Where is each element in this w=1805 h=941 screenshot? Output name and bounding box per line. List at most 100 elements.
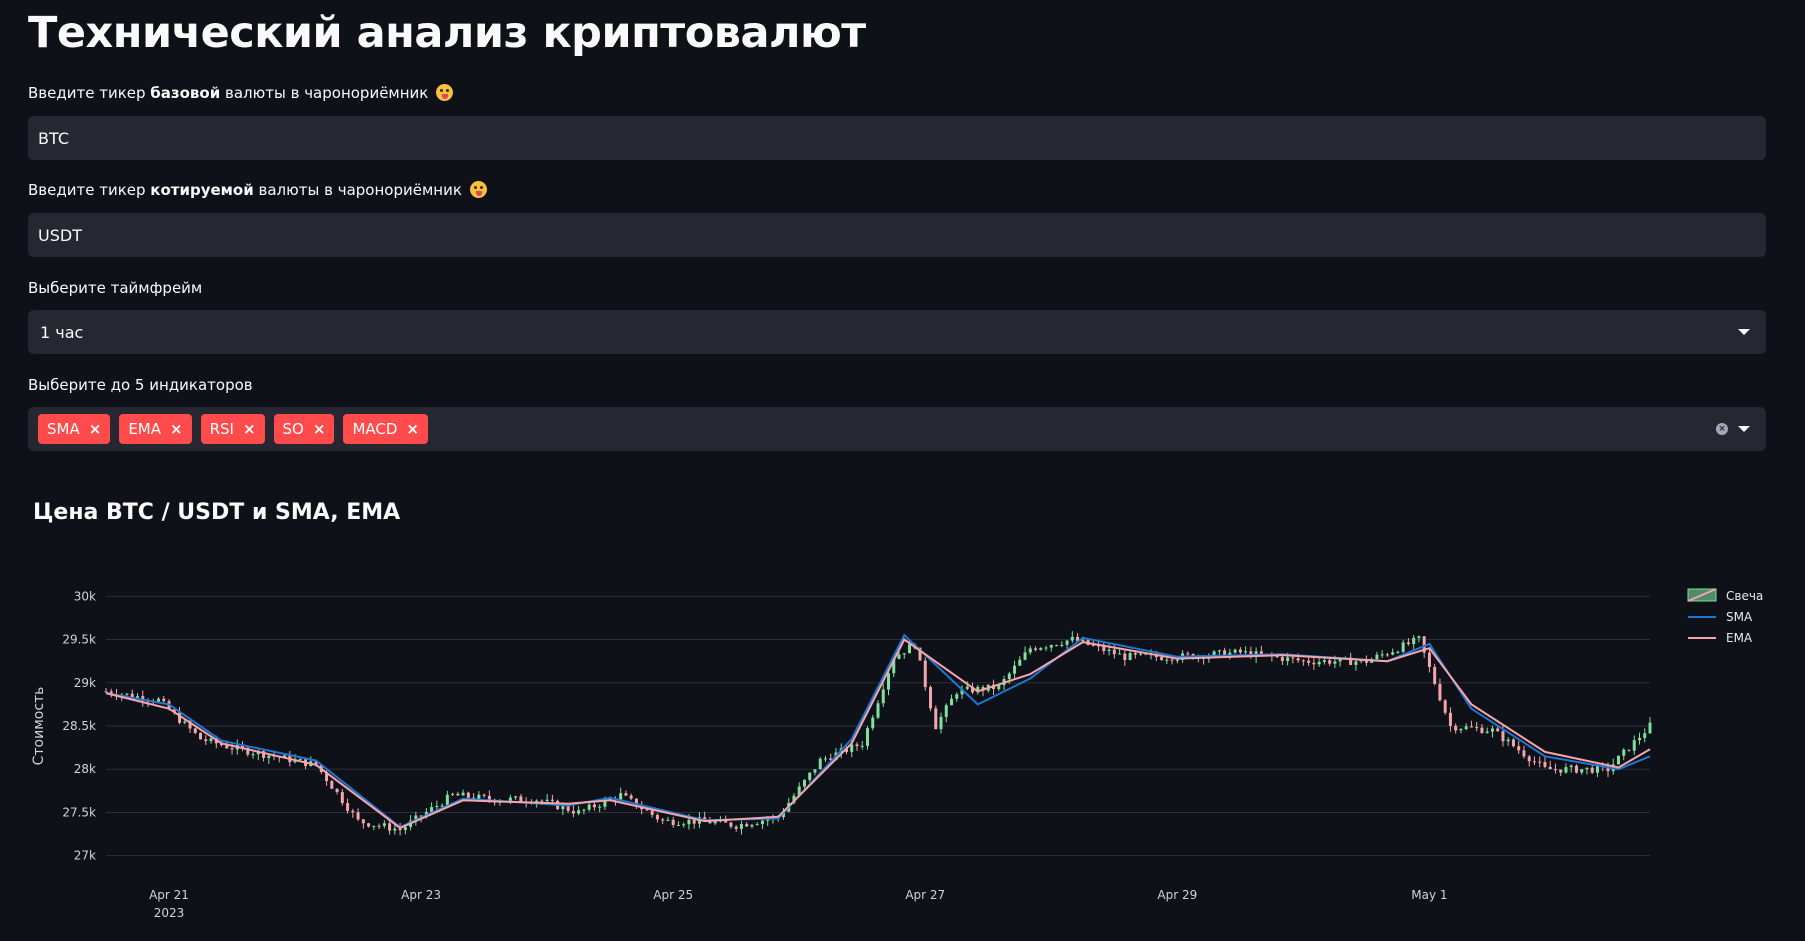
candle-body[interactable]: [1133, 653, 1137, 655]
candle-body[interactable]: [1459, 729, 1463, 731]
candle-body[interactable]: [1448, 712, 1452, 726]
candle-body[interactable]: [1574, 765, 1578, 773]
candle-body[interactable]: [188, 721, 192, 729]
candle-body[interactable]: [314, 761, 318, 765]
candle-body[interactable]: [1506, 739, 1510, 742]
candle-body[interactable]: [865, 728, 869, 746]
candle-body[interactable]: [1632, 740, 1636, 751]
base-ticker-input[interactable]: BTC: [28, 116, 1766, 160]
candle-body[interactable]: [1097, 645, 1101, 647]
candle-body[interactable]: [1553, 769, 1557, 771]
indicators-multiselect[interactable]: SMA × EMA × RSI × SO × MACD × ×: [28, 407, 1766, 451]
indicator-tag-so[interactable]: SO ×: [273, 414, 335, 444]
candle-body[interactable]: [1238, 649, 1242, 653]
candle-body[interactable]: [1522, 750, 1526, 757]
remove-tag-icon[interactable]: ×: [88, 420, 102, 438]
candle-body[interactable]: [1055, 645, 1059, 647]
indicator-tag-macd[interactable]: MACD ×: [343, 414, 428, 444]
candle-body[interactable]: [109, 691, 113, 695]
candle-body[interactable]: [225, 745, 229, 749]
candle-body[interactable]: [566, 805, 570, 811]
candle-body[interactable]: [1049, 645, 1053, 648]
candle-body[interactable]: [855, 744, 859, 747]
candle-body[interactable]: [871, 717, 875, 729]
candle-body[interactable]: [1107, 649, 1111, 652]
candle-body[interactable]: [1065, 640, 1069, 645]
candle-body[interactable]: [729, 822, 733, 827]
candle-body[interactable]: [908, 644, 912, 654]
candle-body[interactable]: [430, 807, 434, 813]
candle-body[interactable]: [634, 798, 638, 807]
candle-body[interactable]: [1385, 654, 1389, 656]
candle-body[interactable]: [241, 745, 245, 748]
candle-body[interactable]: [1627, 749, 1631, 751]
candle-body[interactable]: [1112, 649, 1116, 655]
candle-body[interactable]: [808, 772, 812, 780]
candle-body[interactable]: [955, 694, 959, 699]
candle-body[interactable]: [209, 738, 213, 742]
candle-body[interactable]: [598, 806, 602, 808]
candle-body[interactable]: [445, 794, 449, 806]
candle-body[interactable]: [897, 654, 901, 659]
candle-body[interactable]: [1569, 765, 1573, 768]
candle-body[interactable]: [1475, 727, 1479, 729]
candle-body[interactable]: [971, 686, 975, 693]
candle-body[interactable]: [403, 826, 407, 831]
candle-body[interactable]: [1427, 652, 1431, 667]
candle-body[interactable]: [1070, 636, 1074, 641]
candle-body[interactable]: [918, 647, 922, 661]
candle-body[interactable]: [251, 754, 255, 756]
candle-body[interactable]: [766, 819, 770, 821]
candle-body[interactable]: [193, 728, 197, 733]
candle-body[interactable]: [267, 755, 271, 758]
candle-body[interactable]: [650, 810, 654, 815]
candle-body[interactable]: [1496, 728, 1500, 732]
candle-body[interactable]: [482, 794, 486, 796]
candle-body[interactable]: [1364, 659, 1368, 663]
candle-body[interactable]: [204, 739, 208, 742]
candlestick-chart[interactable]: 27k 27.5k 28k 28.5k 29k 29.5k 30k Apr 21 2023 Apr…: [0, 560, 1805, 941]
candle-body[interactable]: [655, 814, 659, 820]
remove-tag-icon[interactable]: ×: [312, 420, 326, 438]
candle-body[interactable]: [608, 798, 612, 800]
candle-body[interactable]: [1123, 653, 1127, 660]
candle-body[interactable]: [382, 823, 386, 826]
candle-body[interactable]: [388, 823, 392, 831]
candle-body[interactable]: [1643, 733, 1647, 738]
candle-body[interactable]: [587, 804, 591, 810]
candle-body[interactable]: [1501, 731, 1505, 742]
candle-body[interactable]: [1170, 659, 1174, 661]
candle-body[interactable]: [346, 803, 350, 811]
candle-body[interactable]: [1060, 644, 1064, 646]
candle-body[interactable]: [1559, 769, 1563, 773]
candle-body[interactable]: [624, 793, 628, 796]
candle-body[interactable]: [519, 796, 523, 802]
candle-body[interactable]: [1102, 645, 1106, 652]
candle-body[interactable]: [1023, 652, 1027, 660]
candle-body[interactable]: [939, 716, 943, 730]
candle-body[interactable]: [1034, 648, 1038, 650]
chevron-down-icon[interactable]: [1738, 329, 1750, 335]
candle-body[interactable]: [818, 758, 822, 770]
candle-body[interactable]: [1564, 767, 1568, 773]
candle-body[interactable]: [419, 815, 423, 817]
candle-body[interactable]: [997, 685, 1001, 690]
candle-body[interactable]: [1165, 659, 1169, 661]
candle-body[interactable]: [666, 819, 670, 821]
candle-body[interactable]: [1354, 661, 1358, 665]
candle-body[interactable]: [1217, 650, 1221, 652]
candle-body[interactable]: [1590, 767, 1594, 773]
indicator-tag-ema[interactable]: EMA ×: [119, 414, 192, 444]
candle-body[interactable]: [661, 819, 665, 821]
candle-body[interactable]: [739, 824, 743, 829]
candle-body[interactable]: [1338, 657, 1342, 662]
candle-body[interactable]: [330, 781, 334, 789]
candle-body[interactable]: [1128, 653, 1132, 660]
candle-body[interactable]: [1616, 755, 1620, 765]
candle-body[interactable]: [1485, 731, 1489, 733]
candle-body[interactable]: [881, 689, 885, 704]
quote-ticker-input[interactable]: USDT: [28, 213, 1766, 257]
candle-body[interactable]: [850, 744, 854, 752]
candle-body[interactable]: [1543, 761, 1547, 767]
candle-body[interactable]: [1317, 661, 1321, 665]
